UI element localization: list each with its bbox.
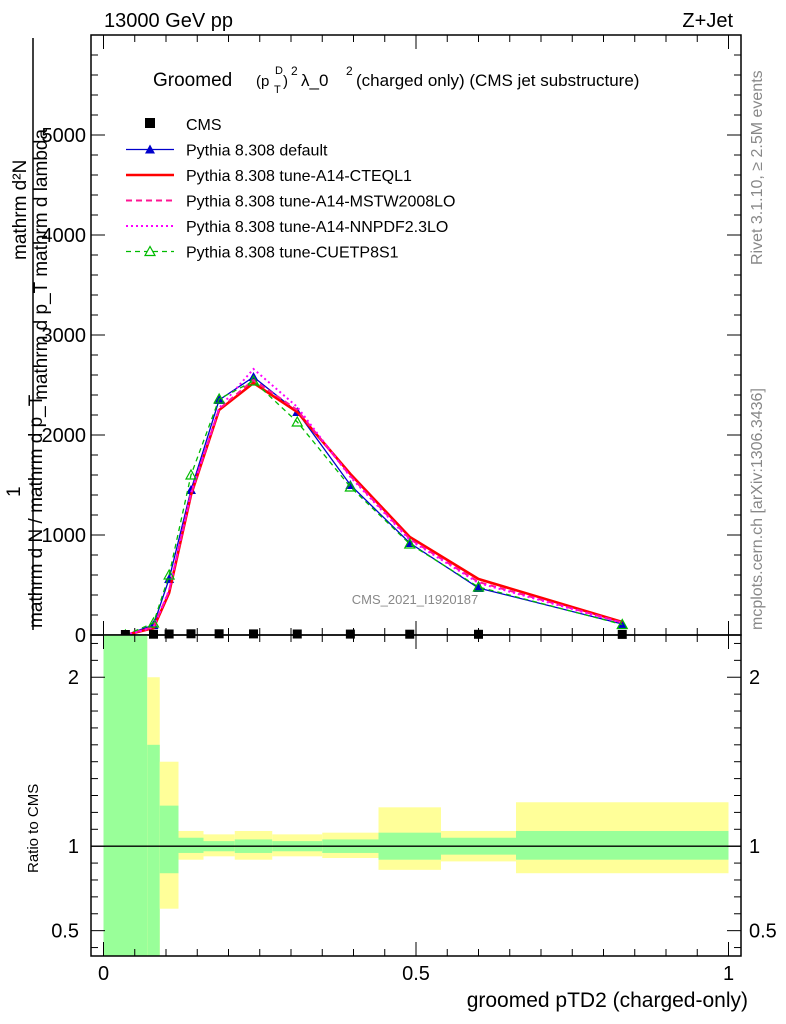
legend-marker-cms xyxy=(145,118,155,128)
title-sup-2b: 2 xyxy=(346,64,353,78)
ratio-plot-area: 0.5 0.5 1 1 2 2 0 0.5 1 xyxy=(51,635,777,985)
point-cuetp8s1 xyxy=(147,616,160,628)
title-paren-open: (p xyxy=(256,73,269,90)
plot-title: Groomed (p D T ) 2 λ_0 2 (charged only) … xyxy=(153,64,639,96)
series-line-nnpdf xyxy=(125,367,623,636)
ylabel-top-denom: mathrm d p_T mathrm d lambda xyxy=(31,129,52,400)
legend-label-nnpdf: Pythia 8.308 tune-A14-NNPDF2.3LO xyxy=(186,219,448,236)
header-left: 13000 GeV pp xyxy=(104,10,233,32)
main-plot-area: 0 1000 2000 3000 4000 5000 xyxy=(42,34,741,647)
point-cuetp8s1 xyxy=(472,580,485,592)
point-cuetp8s1 xyxy=(616,618,629,630)
point-cuetp8s1 xyxy=(403,537,416,549)
x-axis-label: groomed pTD2 (charged-only) xyxy=(467,989,748,1012)
x-tick-label: 0 xyxy=(98,963,109,985)
y-tick-label: 2000 xyxy=(42,425,87,447)
legend-marker-default xyxy=(145,144,155,154)
point-cms xyxy=(292,629,302,639)
legend-label-cteql1: Pythia 8.308 tune-A14-CTEQL1 xyxy=(186,168,412,185)
ratio-band-inner xyxy=(178,837,204,853)
ratio-y-tick-label-right: 1 xyxy=(749,836,760,858)
x-tick-label: 1 xyxy=(723,963,734,985)
watermark: CMS_2021_I1920187 xyxy=(352,592,479,607)
ratio-band-inner xyxy=(516,830,729,860)
header-right: Z+Jet xyxy=(682,10,733,32)
point-cuetp8s1 xyxy=(184,468,198,480)
y-tick-label: 4000 xyxy=(42,225,87,247)
point-cms xyxy=(164,629,174,639)
ratio-y-tick-label-right: 0.5 xyxy=(749,921,777,943)
x-tick-label: 0.5 xyxy=(402,963,430,985)
legend-marker-cuetp8s1 xyxy=(143,245,157,257)
title-rest: (charged only) (CMS jet substructure) xyxy=(356,71,639,90)
point-cuetp8s1 xyxy=(163,568,176,580)
point-cms xyxy=(405,629,415,639)
rivet-label: Rivet 3.1.10, ≥ 2.5M events xyxy=(749,70,766,265)
title-sup: D xyxy=(275,65,283,77)
ratio-y-tick-label-left: 0.5 xyxy=(51,921,79,943)
title-prefix: Groomed xyxy=(153,70,232,91)
legend: CMS Pythia 8.308 default Pythia 8.308 tune… xyxy=(126,117,455,262)
legend-label-mstw: Pythia 8.308 tune-A14-MSTW2008LO xyxy=(186,194,455,211)
point-cms xyxy=(249,629,258,639)
point-cms xyxy=(186,629,196,639)
title-sup-2: 2 xyxy=(291,64,298,78)
point-default xyxy=(617,619,628,628)
ylabel-one: 1 xyxy=(4,486,25,497)
series-line-cuetp8s1 xyxy=(125,380,623,636)
ratio-ylabel: Ratio to CMS xyxy=(25,784,42,873)
title-sub: T xyxy=(274,84,281,96)
ratio-band-inner xyxy=(147,744,160,956)
point-default xyxy=(186,485,196,494)
point-cms xyxy=(214,629,224,639)
ylabel-bottom: mathrm d N / mathrm d p_T xyxy=(26,394,47,628)
point-cuetp8s1 xyxy=(344,480,357,492)
ratio-y-tick-label-right: 2 xyxy=(749,667,760,689)
ratio-band-inner xyxy=(159,805,179,874)
point-default xyxy=(404,538,415,547)
ratio-y-tick-label-left: 1 xyxy=(68,836,79,858)
ratio-y-tick-label-left: 2 xyxy=(68,667,79,689)
y-tick-label: 0 xyxy=(75,625,86,647)
point-cuetp8s1 xyxy=(247,374,260,386)
point-cms xyxy=(345,629,355,639)
ylabel-top-numer: mathrm d²N xyxy=(10,160,31,260)
point-default xyxy=(473,583,484,592)
y-tick-label: 3000 xyxy=(42,325,87,347)
ratio-band-inner xyxy=(103,635,148,956)
legend-label-cuetp8s1: Pythia 8.308 tune-CUETP8S1 xyxy=(186,245,399,262)
title-lambda: λ_0 xyxy=(301,71,328,90)
y-tick-label: 1000 xyxy=(42,525,87,547)
title-paren-close: ) xyxy=(283,73,288,90)
legend-label-cms: CMS xyxy=(186,117,222,134)
point-cuetp8s1 xyxy=(213,392,226,404)
ratio-plot-frame xyxy=(90,634,742,957)
y-tick-label: 5000 xyxy=(42,125,87,147)
point-cms xyxy=(149,629,158,639)
legend-label-default: Pythia 8.308 default xyxy=(186,143,328,160)
point-cuetp8s1 xyxy=(291,415,304,427)
mcplots-label: mcplots.cern.ch [arXiv:1306.3436] xyxy=(749,388,766,630)
